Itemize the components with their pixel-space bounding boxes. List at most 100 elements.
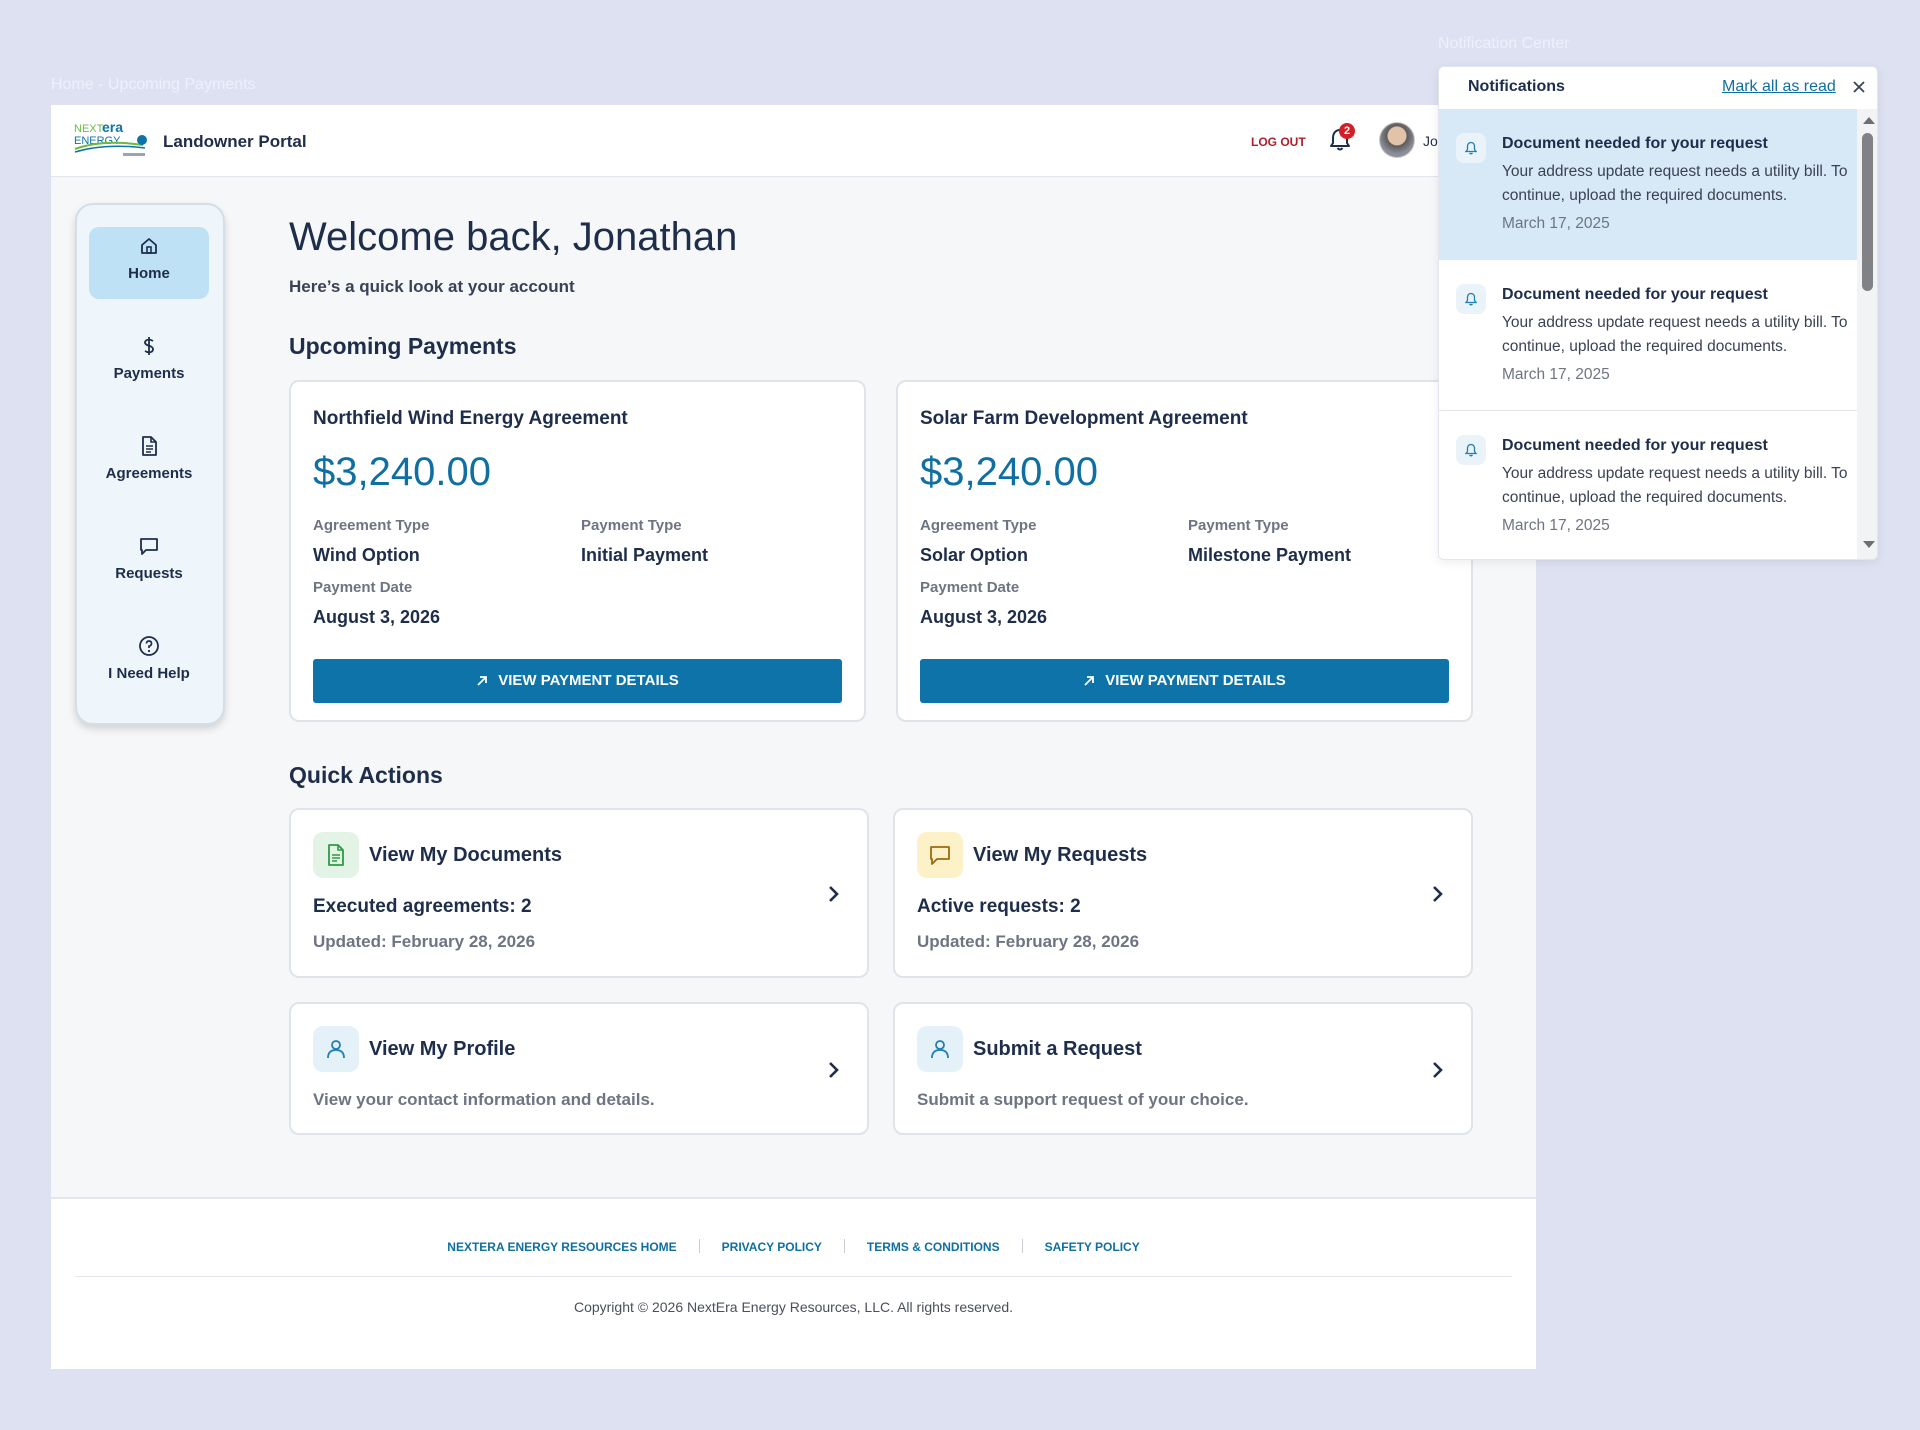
chevron-right-icon bbox=[1433, 886, 1443, 902]
footer-link-safety[interactable]: SAFETY POLICY bbox=[1044, 1240, 1140, 1254]
sidebar-item-label: Agreements bbox=[105, 465, 193, 482]
user-name[interactable]: Jo bbox=[1423, 133, 1438, 149]
notification-date: March 17, 2025 bbox=[1502, 517, 1610, 534]
footer-link-nextera-home[interactable]: NEXTERA ENERGY RESOURCES HOME bbox=[447, 1240, 677, 1254]
notification-body: Your address update request needs a util… bbox=[1502, 314, 1848, 355]
view-payment-details-button[interactable]: VIEW PAYMENT DETAILS bbox=[920, 659, 1449, 703]
welcome-subtitle: Here’s a quick look at your account bbox=[289, 277, 575, 296]
user-icon bbox=[327, 1040, 345, 1059]
footer-divider bbox=[843, 1239, 845, 1253]
payment-date-value: August 3, 2026 bbox=[920, 607, 1048, 627]
notification-count-badge: 2 bbox=[1339, 123, 1355, 139]
button-label: VIEW PAYMENT DETAILS bbox=[1105, 672, 1286, 689]
agreement-type-label: Agreement Type bbox=[920, 517, 1037, 534]
payment-amount: $3,240.00 bbox=[920, 450, 1098, 494]
svg-text:era: era bbox=[102, 119, 123, 135]
frame-label-page: Home - Upcoming Payments bbox=[51, 76, 256, 93]
chevron-right-icon bbox=[829, 886, 839, 902]
svg-text:ENERGY: ENERGY bbox=[74, 135, 121, 147]
dollar-icon bbox=[144, 337, 154, 355]
sidebar-item-payments[interactable]: Payments bbox=[89, 327, 209, 399]
notification-panel: Notifications Mark all as read Document … bbox=[1438, 66, 1878, 560]
bell-icon bbox=[1464, 141, 1478, 155]
home-icon bbox=[141, 238, 157, 254]
view-profile-card[interactable]: View My Profile View your contact inform… bbox=[289, 1002, 869, 1135]
view-requests-card[interactable]: View My Requests Active requests: 2 Upda… bbox=[893, 808, 1473, 978]
user-icon-box bbox=[313, 1026, 359, 1072]
executed-agreements-count: Executed agreements: 2 bbox=[313, 896, 532, 917]
chat-icon bbox=[930, 846, 950, 865]
payment-type-value: Initial Payment bbox=[581, 545, 709, 565]
footer-links: NEXTERA ENERGY RESOURCES HOME PRIVACY POL… bbox=[51, 1239, 1536, 1254]
agreement-type-value: Wind Option bbox=[313, 545, 420, 565]
page-frame: NEXT era ENERGY Landowner Portal LOG OUT… bbox=[51, 105, 1536, 1369]
document-icon bbox=[328, 844, 344, 866]
svg-text:NEXT: NEXT bbox=[74, 123, 104, 135]
document-icon-box bbox=[313, 832, 359, 878]
scroll-thumb[interactable] bbox=[1862, 133, 1873, 291]
footer-divider bbox=[698, 1239, 700, 1253]
notification-body: Your address update request needs a util… bbox=[1502, 163, 1848, 204]
sidebar-item-requests[interactable]: Requests bbox=[89, 527, 209, 599]
top-bar: NEXT era ENERGY Landowner Portal LOG OUT… bbox=[51, 105, 1536, 177]
updated-date: Updated: February 28, 2026 bbox=[917, 932, 1140, 951]
notification-title: Document needed for your request bbox=[1502, 135, 1768, 152]
payment-card-title: Northfield Wind Energy Agreement bbox=[313, 408, 628, 429]
notification-date: March 17, 2025 bbox=[1502, 215, 1610, 232]
quick-action-title: Submit a Request bbox=[973, 1038, 1142, 1060]
user-icon bbox=[931, 1040, 949, 1059]
notification-item[interactable]: Document needed for your request Your ad… bbox=[1439, 109, 1857, 260]
notification-header: Notifications Mark all as read bbox=[1439, 67, 1877, 109]
payment-card: Northfield Wind Energy Agreement $3,240.… bbox=[289, 380, 866, 722]
bell-icon-box bbox=[1456, 284, 1486, 314]
payment-date-label: Payment Date bbox=[920, 579, 1020, 596]
updated-date: Updated: February 28, 2026 bbox=[313, 932, 536, 951]
payment-date-value: August 3, 2026 bbox=[313, 607, 441, 627]
logout-button[interactable]: LOG OUT bbox=[1251, 135, 1306, 149]
sidebar-item-help[interactable]: I Need Help bbox=[89, 627, 209, 699]
side-navigation: Home Payments Agreements Requests bbox=[75, 203, 225, 725]
close-icon[interactable] bbox=[1851, 79, 1867, 95]
nextera-energy-logo[interactable]: NEXT era ENERGY bbox=[73, 119, 149, 161]
footer-link-terms[interactable]: TERMS & CONDITIONS bbox=[866, 1240, 1000, 1254]
view-payment-details-button[interactable]: VIEW PAYMENT DETAILS bbox=[313, 659, 842, 703]
view-documents-card[interactable]: View My Documents Executed agreements: 2… bbox=[289, 808, 869, 978]
notification-item[interactable]: Document needed for your request Your ad… bbox=[1439, 260, 1857, 411]
sidebar-item-label: Requests bbox=[115, 565, 183, 582]
payment-type-label: Payment Type bbox=[1188, 517, 1289, 534]
bell-icon bbox=[1464, 292, 1478, 306]
footer-link-privacy[interactable]: PRIVACY POLICY bbox=[721, 1240, 822, 1254]
bell-icon-box bbox=[1456, 133, 1486, 163]
sidebar-item-home[interactable]: Home bbox=[89, 227, 209, 299]
sidebar-item-agreements[interactable]: Agreements bbox=[89, 427, 209, 499]
user-icon-box bbox=[917, 1026, 963, 1072]
scroll-down-arrow[interactable] bbox=[1863, 541, 1875, 548]
footer-divider bbox=[1021, 1239, 1023, 1253]
submit-request-card[interactable]: Submit a Request Submit a support reques… bbox=[893, 1002, 1473, 1135]
payment-date-label: Payment Date bbox=[313, 579, 413, 596]
quick-action-description: View your contact information and detail… bbox=[313, 1090, 655, 1109]
payment-amount: $3,240.00 bbox=[313, 450, 491, 494]
chevron-right-icon bbox=[829, 1062, 839, 1078]
avatar[interactable] bbox=[1379, 122, 1415, 158]
document-icon bbox=[142, 436, 157, 456]
notification-title: Document needed for your request bbox=[1502, 286, 1768, 303]
notification-scrollbar[interactable] bbox=[1857, 109, 1877, 559]
arrow-up-right-icon bbox=[1084, 676, 1095, 686]
scroll-up-arrow[interactable] bbox=[1863, 117, 1875, 124]
help-icon bbox=[139, 636, 159, 656]
payment-card: Solar Farm Development Agreement $3,240.… bbox=[896, 380, 1473, 722]
copyright: Copyright © 2026 NextEra Energy Resource… bbox=[573, 1299, 1014, 1315]
chevron-right-icon bbox=[1433, 1062, 1443, 1078]
notification-body: Your address update request needs a util… bbox=[1502, 465, 1848, 506]
quick-action-title: View My Documents bbox=[369, 844, 563, 866]
footer-horizontal-rule bbox=[75, 1276, 1512, 1277]
chat-icon bbox=[140, 538, 158, 555]
welcome-heading: Welcome back, Jonathan bbox=[289, 215, 738, 259]
frame-label-notifications: Notification Center bbox=[1438, 35, 1570, 52]
quick-action-description: Submit a support request of your choice. bbox=[917, 1090, 1249, 1109]
mark-all-read-link[interactable]: Mark all as read bbox=[1722, 78, 1836, 95]
arrow-up-right-icon bbox=[477, 676, 488, 686]
notification-item[interactable]: Document needed for your request Your ad… bbox=[1439, 411, 1857, 559]
quick-action-title: View My Requests bbox=[973, 844, 1148, 866]
